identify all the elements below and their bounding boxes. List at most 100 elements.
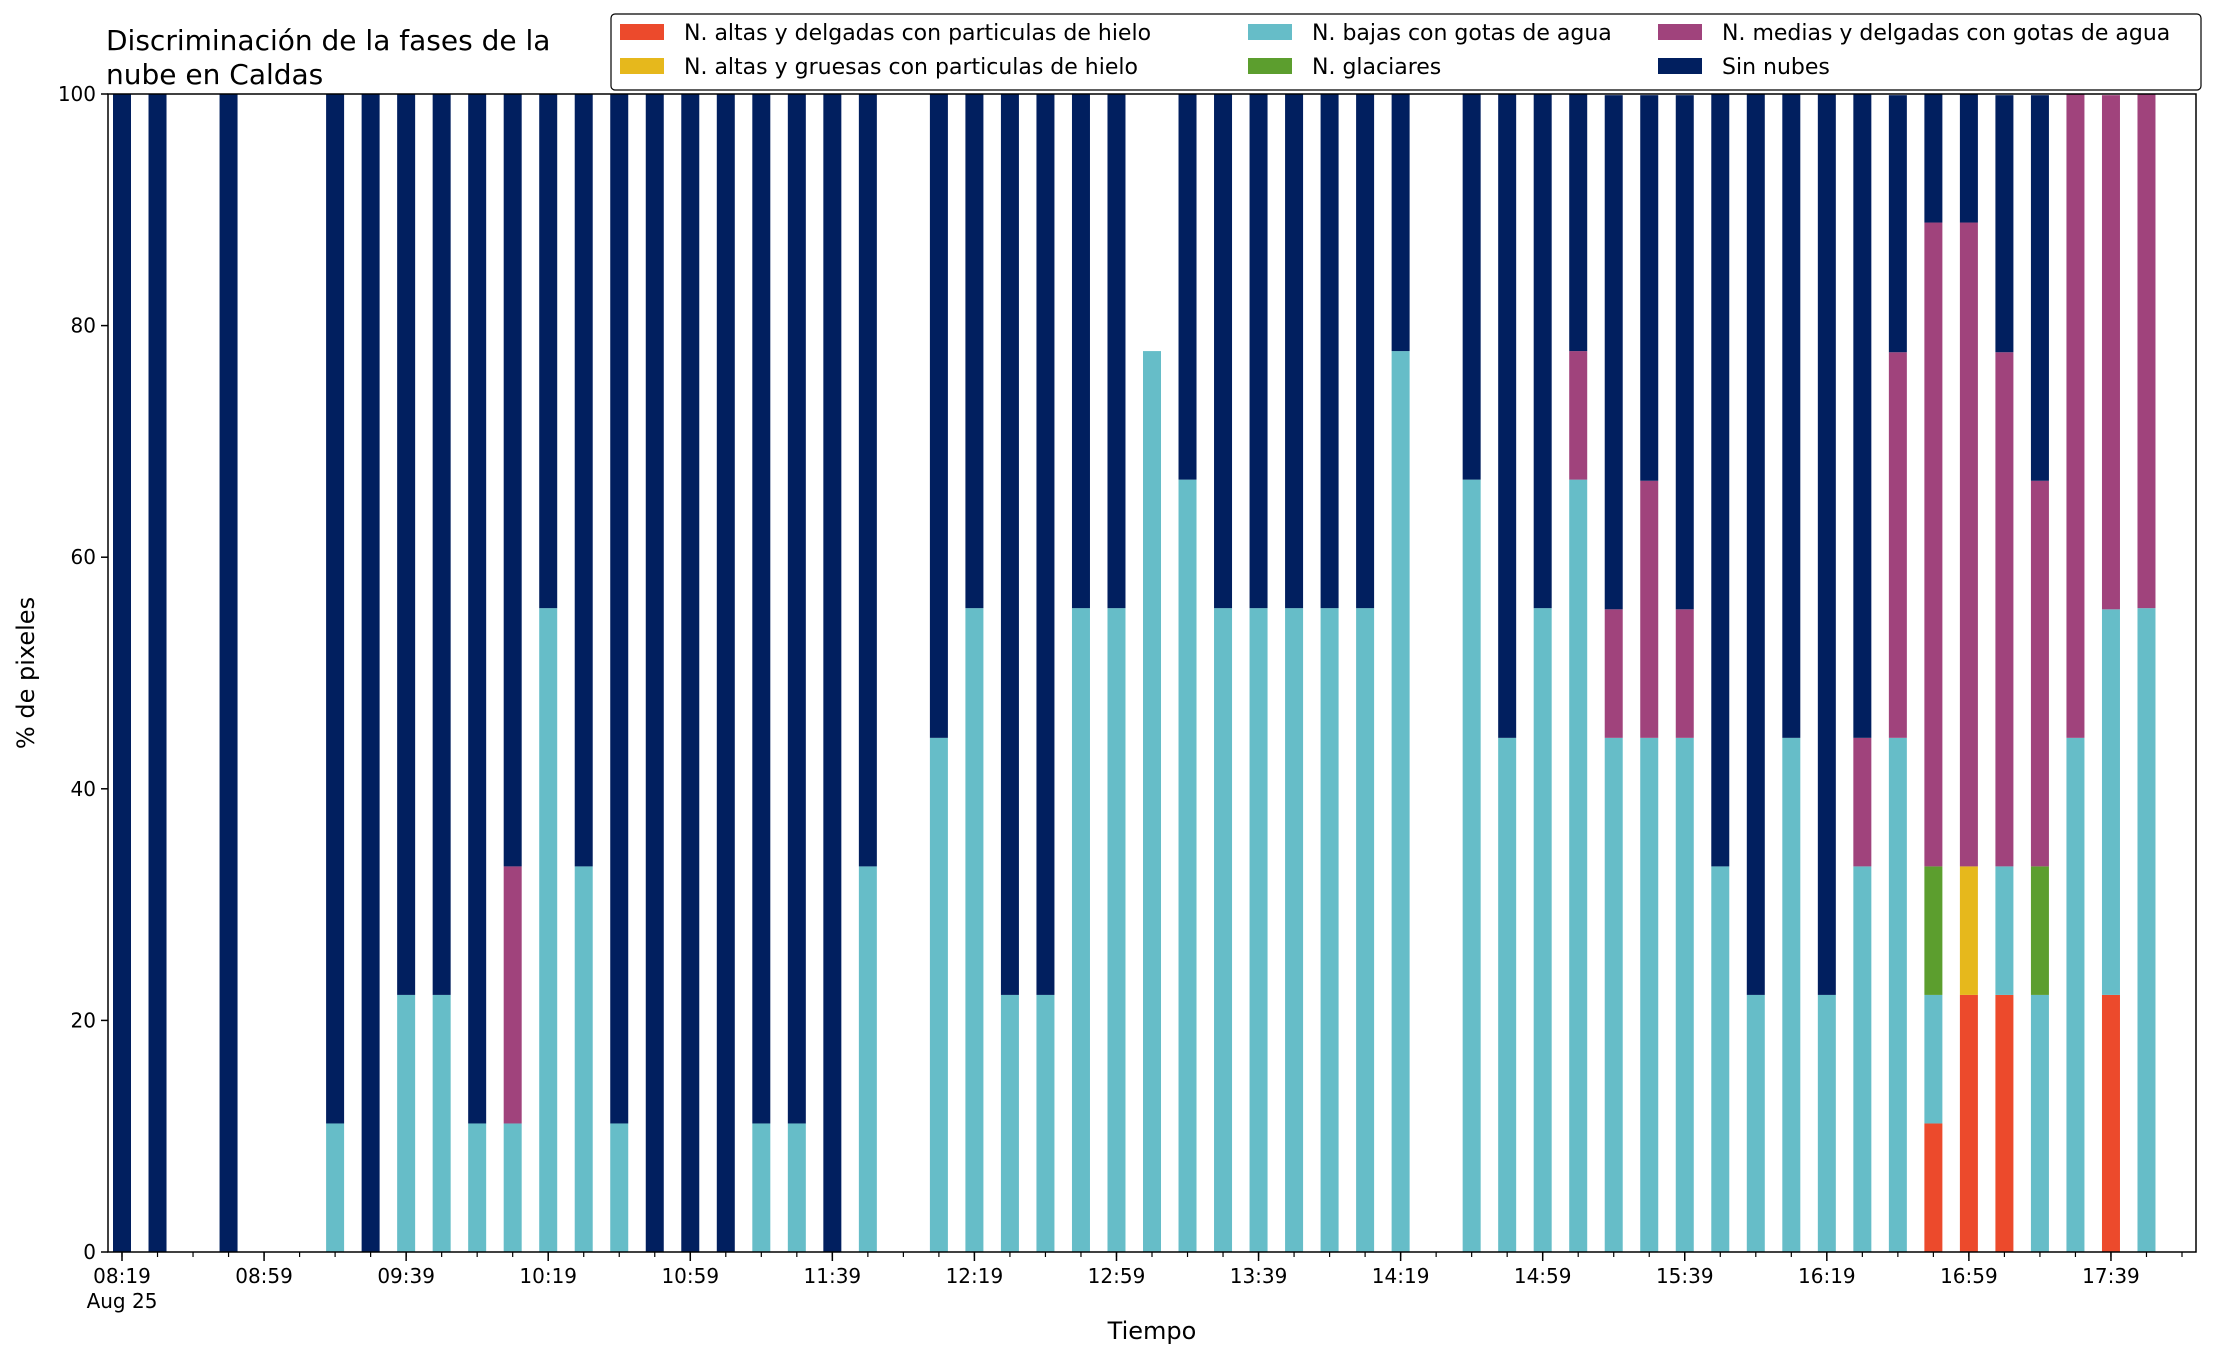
- x-tick-label: 15:39: [1656, 1264, 1714, 1288]
- bar-segment-medias: [1959, 222, 1978, 867]
- bar-segment-bajas: [539, 608, 558, 1252]
- bar-segment-medias: [1995, 352, 2014, 867]
- bar-segment-sin-nubes: [219, 94, 238, 1252]
- legend-label: N. medias y delgadas con gotas de agua: [1722, 21, 2170, 46]
- bar-segment-bajas: [1853, 866, 1872, 1252]
- bar-segment-bajas: [1782, 737, 1801, 1252]
- bar-segment-sin-nubes: [1640, 95, 1659, 481]
- bar-segment-sin-nubes: [752, 94, 771, 1124]
- bar-segment-medias: [1675, 609, 1694, 738]
- bar-segment-bajas: [397, 994, 416, 1252]
- bar-segment-sin-nubes: [681, 94, 700, 1252]
- bar-segment-medias: [2137, 94, 2156, 609]
- bar-segment-sin-nubes: [1604, 95, 1623, 610]
- chart-title-line-1: Discriminación de la fases de la: [106, 24, 550, 57]
- bar-segment-sin-nubes: [645, 94, 664, 1252]
- bar-segment-sin-nubes: [1000, 94, 1019, 995]
- bar-segment-sin-nubes: [1853, 94, 1872, 738]
- bar-segment-sin-nubes: [610, 94, 629, 1124]
- bar-segment-sin-nubes: [1178, 94, 1197, 480]
- bar-segment-sin-nubes: [326, 94, 345, 1124]
- bar-segment-sin-nubes: [361, 94, 380, 1252]
- bar-segment-sin-nubes: [539, 94, 558, 609]
- y-tick-label: 100: [58, 82, 96, 106]
- y-axis: 0 20 40 60 80 100: [58, 82, 108, 1264]
- bar-segment-bajas: [326, 1123, 345, 1252]
- bar-segment-bajas: [1178, 479, 1197, 1252]
- bar-segment-bajas: [1675, 737, 1694, 1252]
- bar-segment-medias: [2101, 95, 2120, 610]
- bar-segment-sin-nubes: [858, 94, 877, 867]
- bar-segment-bajas: [1249, 608, 1268, 1252]
- bar-segment-bajas: [1462, 479, 1481, 1252]
- bar-segment-bajas: [1214, 608, 1233, 1252]
- y-tick-label: 40: [71, 777, 96, 801]
- bar-segment-bajas: [432, 994, 451, 1252]
- bar-segment-medias: [1924, 222, 1943, 867]
- bars-layer: [113, 94, 2156, 1253]
- bar-segment-sin-nubes: [1356, 94, 1375, 609]
- bar-segment-altas-delgadas: [1924, 1123, 1943, 1252]
- legend-label: N. altas y gruesas con particulas de hie…: [684, 55, 1138, 80]
- bar-segment-sin-nubes: [1675, 95, 1694, 610]
- bar-segment-bajas: [1143, 351, 1161, 1253]
- bar-segment-medias: [1569, 351, 1588, 480]
- bar-segment-sin-nubes: [965, 94, 984, 609]
- legend-frame: [610, 13, 2202, 91]
- bar-segment-bajas: [1888, 737, 1907, 1252]
- bar-segment-sin-nubes: [397, 94, 416, 995]
- bar-segment-sin-nubes: [1036, 94, 1055, 995]
- bar-segment-bajas: [1498, 737, 1517, 1252]
- bar-segment-sin-nubes: [1285, 94, 1304, 609]
- bar-segment-sin-nubes: [1498, 94, 1517, 738]
- bar-segment-sin-nubes: [2030, 95, 2049, 481]
- bar-segment-sin-nubes: [1959, 94, 1978, 223]
- bar-segment-medias: [1640, 480, 1659, 738]
- bar-segment-medias: [1604, 609, 1623, 738]
- bar-segment-sin-nubes: [1533, 94, 1552, 609]
- bar-segment-sin-nubes: [468, 94, 487, 1124]
- bar-segment-bajas: [1604, 737, 1623, 1252]
- bar-segment-sin-nubes: [148, 94, 167, 1252]
- legend-swatch-glaciares: [1248, 58, 1292, 74]
- bar-segment-sin-nubes: [1107, 94, 1126, 609]
- bar-segment-sin-nubes: [1214, 94, 1233, 609]
- bar-segment-bajas: [1107, 608, 1126, 1252]
- x-tick-label: 12:19: [946, 1264, 1004, 1288]
- y-axis-label: % de pixeles: [12, 597, 40, 749]
- x-tick-label: 14:59: [1514, 1264, 1572, 1288]
- bar-segment-bajas: [503, 1123, 522, 1252]
- x-tick-label: 12:59: [1088, 1264, 1146, 1288]
- bar-segment-medias: [503, 866, 522, 1124]
- bar-segment-bajas: [1640, 737, 1659, 1252]
- x-tick-label: 08:59: [235, 1264, 293, 1288]
- legend-swatch-medias: [1658, 24, 1702, 40]
- y-tick-label: 80: [71, 314, 96, 338]
- legend-swatch-altas-gruesas: [620, 58, 664, 74]
- bar-segment-bajas: [2030, 994, 2049, 1252]
- bar-segment-sin-nubes: [574, 94, 593, 867]
- bar-segment-bajas: [1924, 994, 1943, 1124]
- bar-segment-sin-nubes: [1782, 94, 1801, 738]
- bar-segment-sin-nubes: [1817, 94, 1836, 995]
- legend-label: Sin nubes: [1722, 55, 1830, 80]
- bar-segment-bajas: [1817, 994, 1836, 1252]
- y-tick-label: 0: [83, 1240, 96, 1264]
- x-tick-label: 10:59: [661, 1264, 719, 1288]
- x-tick-label: 09:39: [377, 1264, 435, 1288]
- x-tick-label: 13:39: [1230, 1264, 1288, 1288]
- bar-segment-bajas: [2137, 608, 2156, 1252]
- bar-segment-altas-gruesas: [1959, 866, 1978, 995]
- x-tick-label: 17:39: [2082, 1264, 2140, 1288]
- x-tick-label: 14:19: [1372, 1264, 1430, 1288]
- bar-segment-bajas: [787, 1123, 806, 1252]
- bar-segment-bajas: [1995, 866, 2014, 995]
- bar-segment-altas-delgadas: [2101, 994, 2120, 1252]
- bar-segment-bajas: [1000, 994, 1019, 1252]
- bar-segment-bajas: [1071, 608, 1090, 1252]
- x-tick-label: 10:19: [519, 1264, 577, 1288]
- bar-segment-bajas: [929, 737, 948, 1252]
- bar-segment-sin-nubes: [1746, 94, 1765, 995]
